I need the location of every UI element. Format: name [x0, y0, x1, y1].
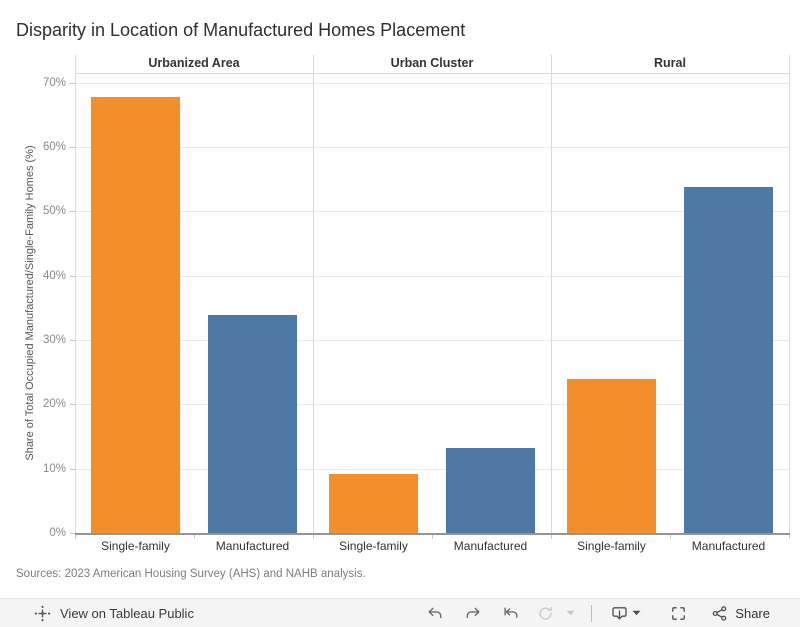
- download-icon: [611, 605, 628, 622]
- y-tick-label: 40%: [42, 269, 66, 282]
- y-tick-mark: [70, 211, 75, 213]
- facet-header-urbanized-area[interactable]: Urbanized Area: [148, 56, 240, 70]
- toolbar-divider: [591, 604, 593, 622]
- source-caption: Sources: 2023 American Housing Survey (A…: [16, 568, 366, 580]
- y-tick-label: 10%: [42, 462, 66, 475]
- x-tick-mark: [789, 533, 790, 539]
- gridline: [76, 404, 789, 406]
- panel-border: [551, 55, 552, 533]
- y-tick-label: 60%: [42, 140, 66, 153]
- x-axis-line: [75, 533, 790, 535]
- y-tick-label: 20%: [42, 398, 66, 411]
- revert-icon: [502, 605, 520, 622]
- x-tick-mark: [670, 533, 671, 539]
- revert-button[interactable]: [492, 601, 530, 625]
- share-icon: [711, 605, 728, 622]
- y-tick-mark: [70, 404, 75, 406]
- chart-title: Disparity in Location of Manufactured Ho…: [16, 20, 466, 40]
- toolbar-controls: Share: [416, 601, 770, 625]
- share-button[interactable]: Share: [711, 605, 770, 622]
- undo-icon: [426, 605, 444, 622]
- fullscreen-icon: [670, 605, 687, 622]
- refresh-icon: [537, 605, 554, 622]
- y-tick-mark: [70, 339, 75, 341]
- bar-urban-cluster-manufactured[interactable]: [446, 448, 535, 533]
- facet-header-rural[interactable]: Rural: [654, 56, 686, 70]
- chart-plot-area: Share of Total Occupied Manufactured/Sin…: [24, 55, 790, 553]
- y-tick-mark: [70, 146, 75, 148]
- download-button[interactable]: [603, 605, 649, 622]
- gridline: [76, 468, 789, 470]
- bar-urbanized-area-single-family[interactable]: [91, 96, 180, 533]
- bar-rural-manufactured[interactable]: [684, 186, 773, 533]
- panel-border: [75, 55, 76, 533]
- y-tick-mark: [70, 275, 75, 277]
- y-tick-label: 50%: [42, 205, 66, 218]
- gridline: [76, 339, 789, 341]
- bar-urban-cluster-single-family[interactable]: [329, 473, 418, 533]
- view-on-tableau-public-label: View on Tableau Public: [60, 605, 194, 621]
- y-tick-label: 30%: [42, 333, 66, 346]
- x-category-label[interactable]: Manufactured: [215, 539, 290, 553]
- refresh-button[interactable]: [530, 601, 560, 625]
- header-separator: [75, 73, 790, 74]
- refresh-menu-button[interactable]: [560, 601, 580, 625]
- y-tick-mark: [70, 533, 75, 534]
- bar-rural-single-family[interactable]: [567, 378, 656, 533]
- redo-icon: [464, 605, 482, 622]
- gridline: [76, 146, 789, 148]
- x-category-label[interactable]: Single-family: [339, 539, 408, 553]
- y-tick-label: 0%: [49, 527, 66, 539]
- y-tick-mark: [70, 82, 75, 84]
- x-category-label[interactable]: Single-family: [577, 539, 646, 553]
- x-category-label[interactable]: Manufactured: [453, 539, 528, 553]
- panel-border: [789, 55, 790, 533]
- view-on-tableau-public-link[interactable]: View on Tableau Public: [34, 605, 194, 622]
- x-tick-mark: [432, 533, 433, 539]
- bar-urbanized-area-manufactured[interactable]: [208, 314, 297, 533]
- facet-header-urban-cluster[interactable]: Urban Cluster: [390, 56, 474, 70]
- panel-border: [313, 55, 314, 533]
- y-axis-title: Share of Total Occupied Manufactured/Sin…: [24, 145, 36, 461]
- fullscreen-button[interactable]: [659, 601, 697, 625]
- undo-button[interactable]: [416, 601, 454, 625]
- x-tick-mark: [194, 533, 195, 539]
- gridline: [76, 211, 789, 213]
- share-label: Share: [735, 605, 770, 621]
- gridline: [76, 275, 789, 277]
- x-category-label[interactable]: Manufactured: [691, 539, 766, 553]
- caret-down-icon: [566, 610, 575, 616]
- tableau-logo-icon: [34, 605, 51, 622]
- gridline: [76, 82, 789, 84]
- download-caret-icon: [632, 610, 641, 616]
- y-tick-label: 70%: [42, 76, 66, 89]
- tableau-toolbar: View on Tableau Public: [0, 598, 800, 627]
- redo-button[interactable]: [454, 601, 492, 625]
- x-category-label[interactable]: Single-family: [101, 539, 170, 553]
- x-tick-mark: [75, 533, 76, 539]
- y-tick-mark: [70, 468, 75, 470]
- x-tick-mark: [551, 533, 552, 539]
- x-tick-mark: [313, 533, 314, 539]
